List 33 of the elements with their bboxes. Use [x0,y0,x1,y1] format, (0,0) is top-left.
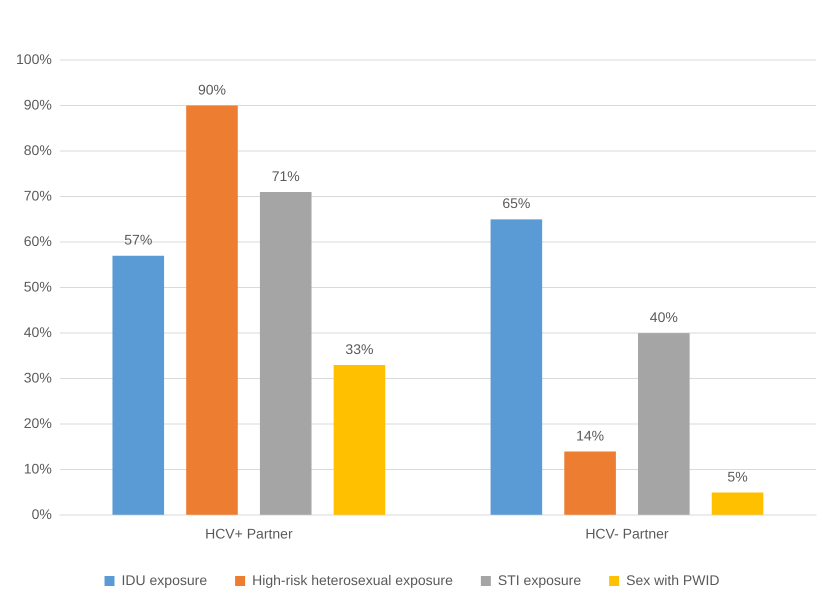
bar [112,256,164,515]
y-tick-label: 30% [24,370,52,386]
bar [712,492,764,515]
legend-label: IDU exposure [122,572,208,588]
y-tick-label: 60% [24,232,52,249]
legend-label: STI exposure [498,572,582,588]
y-tick-label: 100% [16,50,52,67]
y-tick-label: 0% [32,506,52,522]
bar [260,192,312,515]
x-tick-label: HCV- Partner [585,525,669,542]
legend-label: Sex with PWID [626,572,720,588]
x-tick-label: HCV+ Partner [205,525,293,542]
data-label: 33% [345,340,374,357]
bar [334,364,386,515]
bar [564,451,616,515]
y-tick-label: 70% [24,187,52,204]
data-label: 14% [576,427,604,444]
bar [638,333,690,515]
data-label: 40% [650,308,678,325]
y-tick-label: 90% [24,96,52,112]
data-label: 5% [727,468,748,484]
bar [490,219,542,515]
data-label: 71% [272,168,300,184]
data-label: 57% [124,232,152,248]
data-label: 65% [502,195,530,212]
y-tick-label: 40% [24,324,52,340]
y-tick-label: 20% [24,415,52,432]
y-tick-label: 50% [24,278,52,294]
y-tick-label: 80% [24,142,52,158]
data-label: 90% [198,81,226,98]
y-tick-label: 10% [24,460,52,477]
bar [186,106,238,515]
legend-label: High-risk heterosexual exposure [252,572,454,588]
